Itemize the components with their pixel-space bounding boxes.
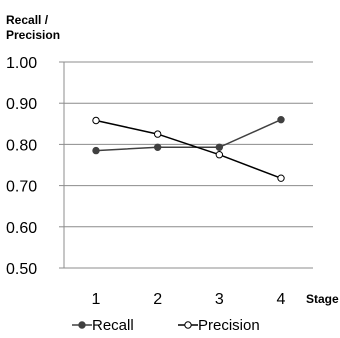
y-axis-title-line-1: Recall / (6, 13, 49, 27)
y-tick-label: 0.50 (6, 261, 37, 278)
data-point-recall (277, 115, 285, 124)
legend-label-recall: Recall (92, 317, 134, 334)
series-line-precision (95, 119, 282, 179)
x-axis-ticks: 1 2 3 4 (92, 291, 286, 308)
y-tick-label: 0.60 (6, 220, 37, 237)
y-axis-title-line-2: Precision (6, 28, 60, 42)
legend-marker-recall (78, 321, 86, 329)
series-group (92, 115, 285, 182)
legend-marker-precision (184, 321, 192, 329)
y-tick-label: 0.70 (6, 179, 37, 196)
x-tick-label: 4 (277, 291, 286, 308)
data-point-precision (277, 174, 285, 182)
y-tick-label: 0.80 (6, 137, 37, 154)
data-point-recall (153, 143, 162, 151)
data-point-precision (153, 130, 162, 138)
y-tick-label: 1.00 (6, 55, 37, 72)
data-point-recall (215, 143, 224, 151)
grid-lines (59, 61, 313, 269)
y-axis-ticks: 0.50 0.60 0.70 0.80 0.90 1.00 (6, 55, 37, 278)
x-axis-title: Stage (306, 292, 339, 306)
x-tick-label: 2 (153, 291, 162, 308)
x-tick-label: 1 (92, 291, 101, 308)
legend: Recall Precision (72, 317, 260, 334)
x-tick-label: 3 (215, 291, 224, 308)
legend-label-precision: Precision (198, 317, 260, 334)
data-point-precision (215, 151, 224, 159)
y-tick-label: 0.90 (6, 96, 37, 113)
series-line-recall (95, 118, 282, 152)
data-point-recall (92, 146, 100, 155)
data-point-precision (92, 116, 100, 125)
